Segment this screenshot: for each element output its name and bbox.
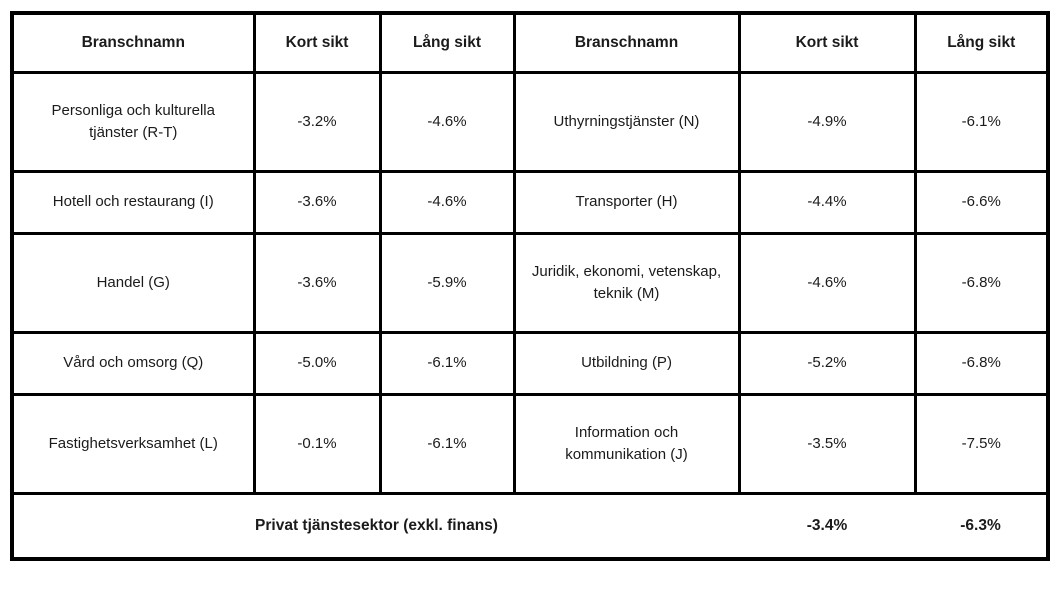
column-header-kort-sikt-right: Kort sikt bbox=[737, 11, 917, 74]
short-term-value-cell: -3.5% bbox=[737, 392, 917, 495]
sector-name-cell: Handel (G) bbox=[10, 231, 256, 334]
short-term-value-cell: -0.1% bbox=[252, 392, 382, 495]
table-row: Fastighetsverksamhet (L) -0.1% -6.1% Inf… bbox=[10, 392, 1050, 495]
long-term-value-cell: -6.1% bbox=[913, 70, 1050, 173]
short-term-value-cell: -4.4% bbox=[737, 169, 917, 235]
sector-name-cell: Transporter (H) bbox=[512, 169, 741, 235]
sector-name-cell: Vård och omsorg (Q) bbox=[10, 330, 256, 396]
sector-name-cell: Uthyrningstjänster (N) bbox=[512, 70, 741, 173]
footer-label: Privat tjänstesektor (exkl. finans) bbox=[12, 491, 739, 559]
header-row: Branschnamn Kort sikt Lång sikt Branschn… bbox=[10, 11, 1050, 74]
footer-long-term-value: -6.3% bbox=[915, 491, 1048, 559]
table-row: Vård och omsorg (Q) -5.0% -6.1% Utbildni… bbox=[10, 330, 1050, 396]
short-term-value-cell: -5.2% bbox=[737, 330, 917, 396]
sector-name-cell: Information och kommunikation (J) bbox=[512, 392, 741, 495]
sector-name-cell: Utbildning (P) bbox=[512, 330, 741, 396]
table-row: Handel (G) -3.6% -5.9% Juridik, ekonomi,… bbox=[10, 231, 1050, 334]
sector-name-cell: Hotell och restaurang (I) bbox=[10, 169, 256, 235]
long-term-value-cell: -4.6% bbox=[378, 169, 516, 235]
column-header-branschnamn-right: Branschnamn bbox=[512, 11, 741, 74]
sector-name-cell: Personliga och kulturella tjänster (R-T) bbox=[10, 70, 256, 173]
column-header-lang-sikt-right: Lång sikt bbox=[913, 11, 1050, 74]
long-term-value-cell: -5.9% bbox=[378, 231, 516, 334]
short-term-value-cell: -3.2% bbox=[252, 70, 382, 173]
short-term-value-cell: -4.9% bbox=[737, 70, 917, 173]
long-term-value-cell: -7.5% bbox=[913, 392, 1050, 495]
sector-name-cell: Juridik, ekonomi, vetenskap, teknik (M) bbox=[512, 231, 741, 334]
long-term-value-cell: -6.6% bbox=[913, 169, 1050, 235]
short-term-value-cell: -3.6% bbox=[252, 169, 382, 235]
short-term-value-cell: -5.0% bbox=[252, 330, 382, 396]
long-term-value-cell: -6.8% bbox=[913, 231, 1050, 334]
footer-short-term-value: -3.4% bbox=[739, 491, 915, 559]
sector-outlook-table: Branschnamn Kort sikt Lång sikt Branschn… bbox=[10, 11, 1050, 561]
table-row: Hotell och restaurang (I) -3.6% -4.6% Tr… bbox=[10, 169, 1050, 235]
column-header-kort-sikt-left: Kort sikt bbox=[252, 11, 382, 74]
column-header-branschnamn-left: Branschnamn bbox=[10, 11, 256, 74]
table-row: Personliga och kulturella tjänster (R-T)… bbox=[10, 70, 1050, 173]
column-header-lang-sikt-left: Lång sikt bbox=[378, 11, 516, 74]
short-term-value-cell: -4.6% bbox=[737, 231, 917, 334]
long-term-value-cell: -6.8% bbox=[913, 330, 1050, 396]
footer-row: Privat tjänstesektor (exkl. finans) -3.4… bbox=[12, 491, 1048, 559]
long-term-value-cell: -4.6% bbox=[378, 70, 516, 173]
long-term-value-cell: -6.1% bbox=[378, 392, 516, 495]
short-term-value-cell: -3.6% bbox=[252, 231, 382, 334]
sector-name-cell: Fastighetsverksamhet (L) bbox=[10, 392, 256, 495]
long-term-value-cell: -6.1% bbox=[378, 330, 516, 396]
